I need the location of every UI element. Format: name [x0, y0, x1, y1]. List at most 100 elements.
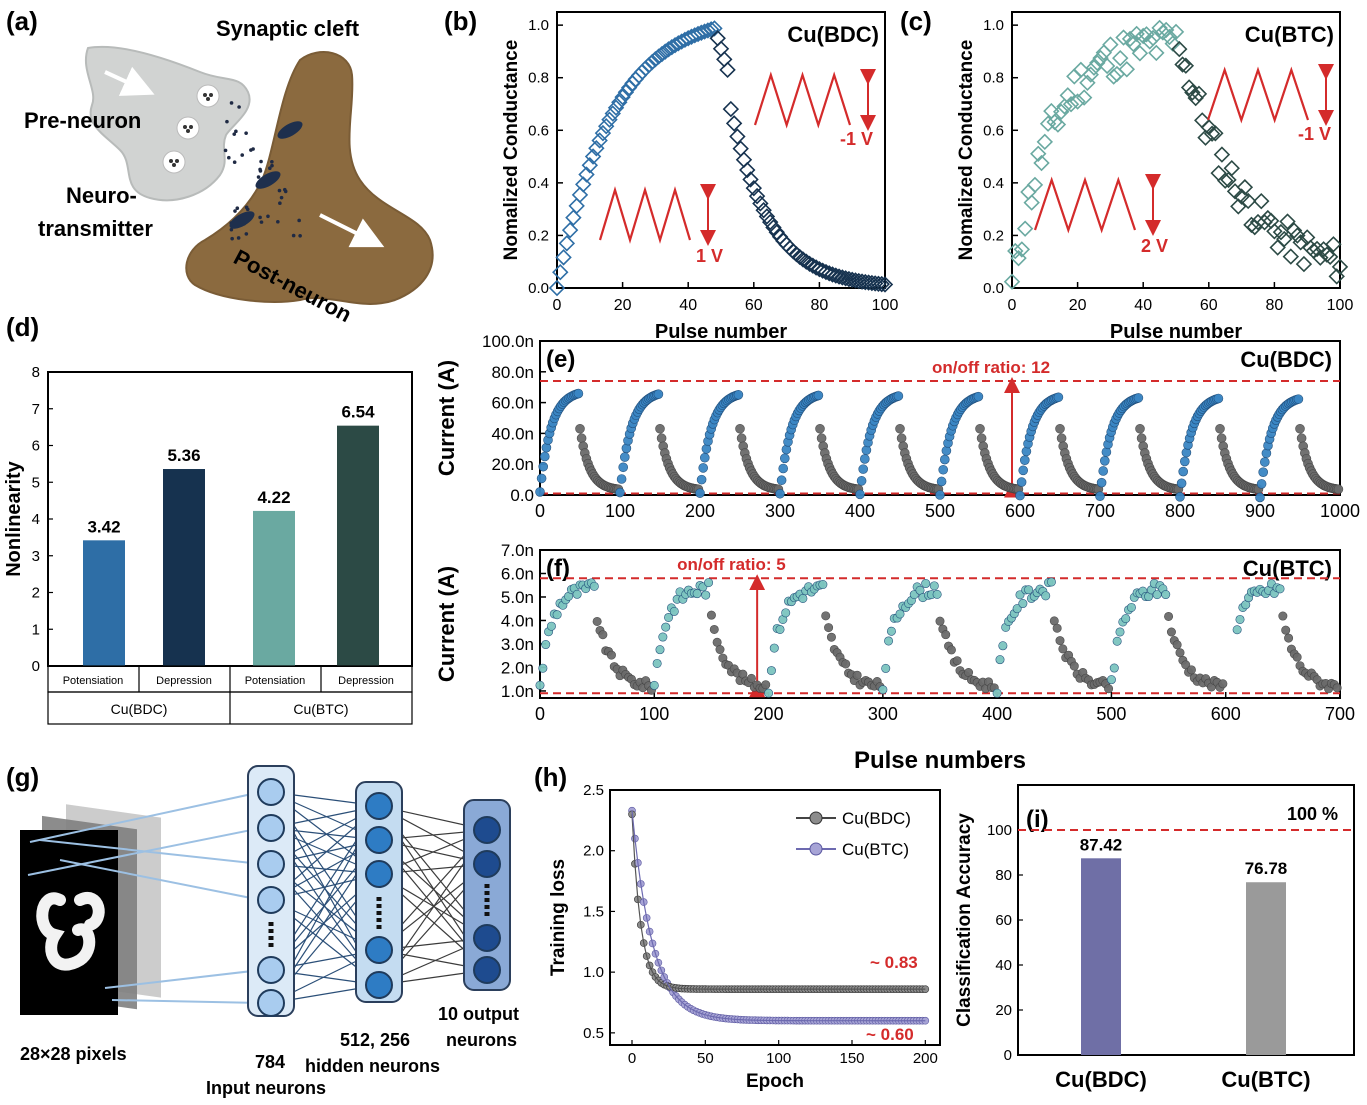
ellipsis-mark	[376, 904, 382, 908]
potentiation-point	[594, 124, 612, 142]
pixels-label: 28×28 pixels	[20, 1044, 127, 1064]
x-tick-label: 300	[868, 704, 898, 724]
potentiation-point	[1098, 466, 1108, 476]
y-tick-label: 6	[32, 438, 40, 455]
potentiation-point	[932, 589, 942, 599]
bdc-final-loss-label: ~ 0.83	[870, 953, 918, 972]
potentiation-point	[601, 111, 618, 128]
ellipsis-mark	[484, 884, 490, 888]
potentiation-point	[1012, 604, 1022, 614]
potentiation-point	[884, 636, 894, 646]
potentiation-point	[692, 589, 702, 599]
depression-point	[1276, 230, 1293, 248]
neurotransmitter-dot	[270, 163, 274, 168]
potentiation-point	[779, 453, 790, 464]
depression-point	[873, 275, 890, 293]
neurotransmitter-dot	[259, 220, 264, 224]
depression-point	[896, 433, 907, 444]
legend-bdc-marker	[809, 811, 823, 825]
ellipsis-mark	[268, 922, 274, 926]
potentiation-point	[541, 640, 551, 650]
x-tick-label: 100	[872, 297, 899, 314]
x-tick-label: 80	[1266, 297, 1284, 314]
category-label: Cu(BDC)	[1055, 1067, 1147, 1092]
y-tick-label: 0.4	[983, 175, 1004, 192]
panel-label-i: (i)	[1026, 806, 1049, 833]
potentiation-point	[661, 622, 671, 632]
potentiation-point	[1075, 89, 1093, 106]
depression-point	[736, 433, 747, 444]
plot-frame	[1011, 11, 1341, 289]
btc-final-loss-label: ~ 0.60	[866, 1025, 914, 1044]
potentiation-point	[535, 680, 545, 690]
depression-point	[1295, 423, 1305, 434]
y-tick-label: 0	[32, 658, 40, 675]
image-layer-digit	[20, 830, 118, 1015]
depression-point	[1236, 179, 1254, 196]
category-label: Potensiation	[63, 675, 124, 687]
potentiation-point	[818, 580, 828, 590]
on-off-ratio-label: on/off ratio: 12	[932, 358, 1050, 377]
depression-point	[1253, 192, 1270, 210]
potentiation-point	[1128, 25, 1145, 43]
depression-point	[1279, 213, 1296, 230]
depression-pulse-icon	[1206, 66, 1310, 124]
reference-label: 100 %	[1287, 804, 1338, 824]
depression-point	[1194, 112, 1211, 129]
depression-voltage-label: -1 V	[840, 129, 873, 149]
accuracy-bar	[1246, 882, 1286, 1055]
potentiation-point	[998, 641, 1008, 651]
x-tick-label: 700	[1085, 501, 1115, 521]
potentiation-point	[776, 475, 787, 486]
bar-value-label: 87.42	[1080, 835, 1123, 854]
output-neuron	[473, 956, 501, 984]
y-axis-label: Nonlinearity	[3, 460, 25, 576]
depression-point	[824, 623, 834, 633]
potentiation-point	[1121, 614, 1131, 624]
y-tick-label: 60.0n	[491, 394, 534, 413]
potentiation-point	[1041, 591, 1051, 601]
potentiation-point	[775, 488, 785, 499]
potentiation-point	[973, 391, 984, 402]
potentiation-point	[1213, 393, 1224, 404]
depression-point	[1174, 56, 1191, 73]
potentiation-point	[764, 688, 774, 698]
neurotransmitter-dot	[244, 131, 248, 135]
depression-point	[1220, 171, 1237, 189]
depression-point	[758, 208, 776, 225]
output-neuron	[473, 850, 501, 878]
potentiation-point	[766, 666, 776, 676]
depression-point	[706, 610, 716, 620]
y-tick-label: 6.0n	[501, 564, 534, 583]
depression-point	[755, 202, 772, 219]
depression-point	[1269, 239, 1286, 256]
y-tick-label: 5.0n	[501, 588, 534, 607]
x-tick-label: 500	[925, 501, 955, 521]
potentiation-point	[698, 463, 709, 473]
y-tick-label: 2.0n	[501, 658, 534, 677]
potentiation-point	[881, 663, 891, 673]
potentiation-point	[893, 391, 904, 401]
depression-point	[852, 670, 862, 680]
panel-d-chart: (d) 0 1 2 3 4 5 6 7 8 Nonlinearity 3.42 5.36 4.22 6.5…	[3, 312, 413, 725]
depression-point	[1216, 172, 1234, 189]
potentiation-point	[859, 454, 870, 464]
y-tick-label: 20	[995, 1002, 1012, 1019]
potentiation-point	[611, 94, 628, 111]
bar-value-label: 3.42	[87, 517, 120, 536]
y-tick-label: 4.0n	[501, 611, 534, 630]
panel-c-chart: (c) 0 20 40 60 80 100 0.0 0.2 0.4 0.6 0.8 1.0 Pulse …	[900, 6, 1353, 343]
depression-point	[1052, 623, 1062, 633]
potentiation-point	[538, 461, 549, 472]
potentiation-point	[1082, 66, 1099, 83]
potentiation-point	[536, 473, 547, 484]
potentiation-point	[1161, 590, 1171, 600]
potentiation-point	[699, 22, 717, 39]
potentiation-point	[660, 41, 677, 58]
bar-value-label: 4.22	[257, 488, 290, 507]
neurotransmitter-dot	[297, 218, 301, 223]
potentiation-point	[878, 685, 888, 695]
x-tick-label: 150	[839, 1050, 864, 1067]
potentiation-point	[704, 578, 714, 588]
x-tick-label: 300	[765, 501, 795, 521]
